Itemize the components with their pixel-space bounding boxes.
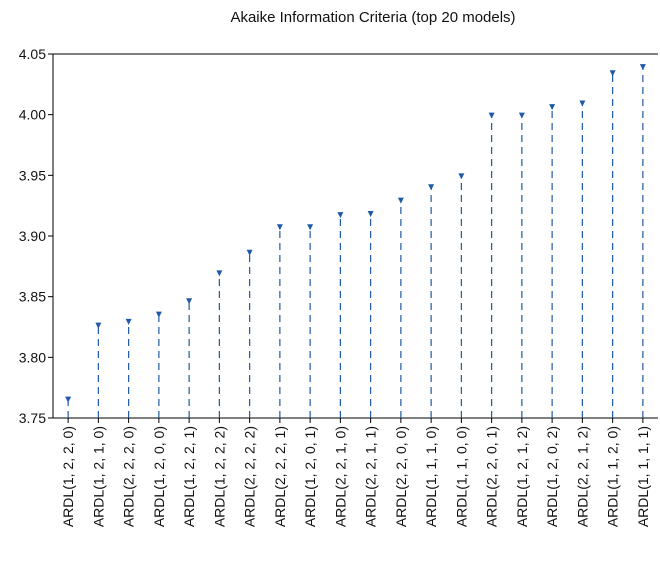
marker-12	[428, 184, 435, 191]
x-tick-label-7: ARDL(2, 2, 2, 1)	[272, 426, 288, 527]
y-tick-label-6: 4.05	[19, 46, 46, 62]
markers	[65, 64, 646, 403]
x-axis: ARDL(1, 2, 2, 0) ARDL(1, 2, 1, 0) ARDL(2, …	[60, 418, 651, 527]
marker-11	[397, 197, 404, 204]
x-tick-label-13: ARDL(1, 1, 0, 0)	[453, 426, 469, 527]
x-tick-label-15: ARDL(1, 2, 1, 2)	[514, 426, 530, 527]
y-tick-label-4: 3.95	[19, 167, 46, 183]
marker-15	[518, 112, 525, 119]
marker-17	[579, 100, 586, 107]
marker-6	[246, 249, 253, 256]
marker-18	[609, 70, 616, 77]
stems	[67, 66, 644, 418]
x-tick-label-17: ARDL(2, 2, 1, 2)	[574, 426, 590, 527]
x-tick-label-18: ARDL(1, 1, 2, 0)	[605, 426, 621, 527]
marker-9	[337, 212, 344, 219]
marker-19	[639, 64, 646, 71]
y-tick-label-2: 3.85	[19, 289, 46, 305]
x-tick-label-12: ARDL(1, 1, 1, 0)	[423, 426, 439, 527]
x-tick-label-5: ARDL(1, 2, 2, 2)	[211, 426, 227, 527]
x-tick-label-10: ARDL(2, 2, 1, 1)	[363, 426, 379, 527]
marker-3	[155, 311, 162, 318]
x-tick-label-4: ARDL(1, 2, 2, 1)	[181, 426, 197, 527]
x-tick-label-6: ARDL(2, 2, 2, 2)	[242, 426, 258, 527]
marker-16	[549, 104, 556, 111]
y-axis: 3.75 3.80 3.85 3.90 3.95 4.00 4.05	[19, 46, 53, 426]
x-tick-label-2: ARDL(2, 2, 2, 0)	[121, 426, 137, 527]
x-tick-label-16: ARDL(1, 2, 0, 2)	[544, 426, 560, 527]
marker-0	[65, 396, 72, 403]
plot-frame	[52, 53, 658, 419]
x-tick-label-3: ARDL(1, 2, 0, 0)	[151, 426, 167, 527]
marker-14	[488, 112, 495, 119]
marker-2	[125, 318, 132, 325]
y-tick-label-0: 3.75	[19, 410, 46, 426]
x-tick-label-8: ARDL(1, 2, 0, 1)	[302, 426, 318, 527]
marker-8	[307, 224, 314, 231]
y-tick-label-5: 4.00	[19, 107, 46, 123]
x-tick-label-11: ARDL(2, 2, 0, 0)	[393, 426, 409, 527]
x-tick-label-9: ARDL(2, 2, 1, 0)	[332, 426, 348, 527]
y-tick-label-1: 3.80	[19, 349, 46, 365]
marker-7	[276, 224, 283, 231]
marker-5	[216, 270, 223, 277]
x-tick-label-14: ARDL(2, 2, 0, 1)	[484, 426, 500, 527]
x-tick-label-1: ARDL(1, 2, 1, 0)	[90, 426, 106, 527]
marker-10	[367, 210, 374, 217]
x-tick-label-0: ARDL(1, 2, 2, 0)	[60, 426, 76, 527]
marker-13	[458, 173, 465, 180]
x-tick-label-19: ARDL(1, 1, 1, 1)	[635, 426, 651, 527]
y-tick-label-3: 3.90	[19, 228, 46, 244]
marker-4	[186, 298, 193, 305]
chart-title: Akaike Information Criteria (top 20 mode…	[230, 9, 515, 26]
marker-1	[95, 322, 102, 329]
